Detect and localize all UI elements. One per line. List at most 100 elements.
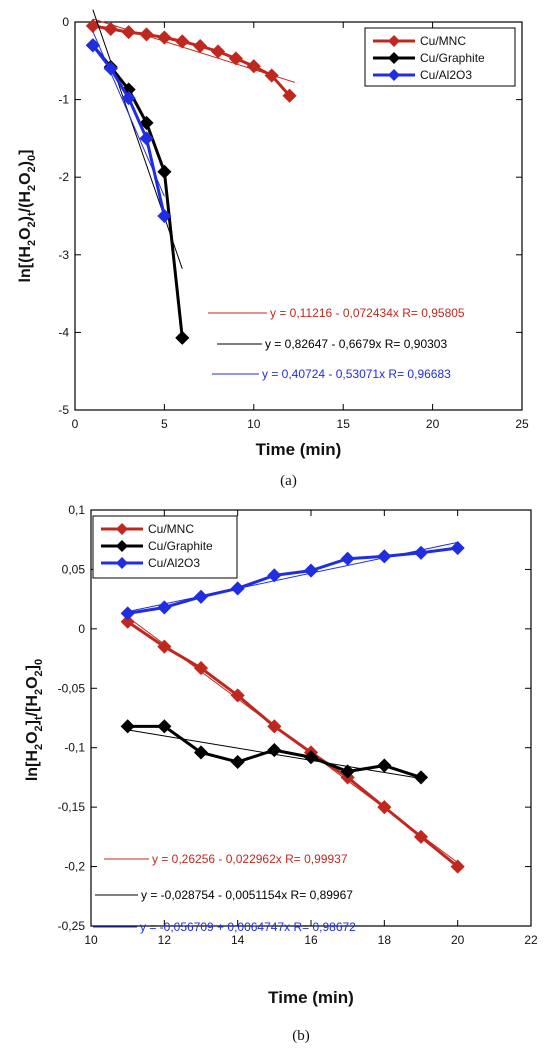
x-tick-label: 5 <box>161 417 168 431</box>
data-point <box>139 115 154 130</box>
data-point <box>246 59 261 74</box>
legend-entry: Cu/Graphite <box>420 51 485 65</box>
data-point <box>267 719 282 734</box>
legend-entry: Cu/Graphite <box>148 539 213 553</box>
series-line <box>126 620 459 868</box>
x-tick-label: 15 <box>337 417 351 431</box>
series-cu-al2o3: y = -0,056709 + 0,0064747x R= 0,98672 <box>93 540 465 934</box>
y-tick-label: -0,15 <box>58 800 86 814</box>
y-tick-label: -0,2 <box>64 860 85 874</box>
x-axis-label: Time (min) <box>256 440 342 459</box>
data-point <box>413 829 429 844</box>
legend-marker <box>116 540 128 552</box>
y-tick-label: 0 <box>78 622 85 636</box>
x-tick-label: 22 <box>524 933 538 947</box>
x-tick-label: 20 <box>451 933 465 947</box>
data-point <box>228 51 243 66</box>
data-point <box>157 208 172 224</box>
data-point <box>413 770 429 785</box>
series-line <box>91 44 184 338</box>
y-tick-label: -1 <box>58 93 69 107</box>
chart-panel-a: 0 5 10 15 20 25 0 -1 -2 -3 -4 -5 Time (min) ln[(H2O2)… <box>17 9 529 489</box>
y-tick-label: -5 <box>58 403 69 417</box>
data-point <box>303 563 319 578</box>
x-tick-label: 10 <box>84 933 98 947</box>
legend: Cu/MNC Cu/Graphite Cu/Al2O3 <box>92 515 238 579</box>
data-point <box>264 68 279 83</box>
y-tick-label: -0,05 <box>58 681 86 695</box>
legend-marker <box>116 523 128 535</box>
y-tick-label: 0,05 <box>62 562 86 576</box>
legend-entry: Cu/Al2O3 <box>420 68 472 82</box>
x-tick-label: 20 <box>426 417 440 431</box>
x-tick-label: 12 <box>158 933 172 947</box>
plot-frame <box>74 21 523 411</box>
fit-equation-label: y = -0,028754 - 0,0051154x R= 0,89967 <box>141 888 353 902</box>
legend-entry: Cu/Al2O3 <box>148 556 200 570</box>
y-tick-label: 0 <box>62 15 69 29</box>
data-point <box>85 18 100 33</box>
data-point <box>121 90 136 106</box>
data-point <box>303 750 319 765</box>
data-point <box>267 568 282 583</box>
fit-equation-label: y = -0,056709 + 0,0064747x R= 0,98672 <box>140 920 356 934</box>
data-point <box>450 859 465 874</box>
x-tick-label: 14 <box>231 933 245 947</box>
data-point <box>157 600 172 615</box>
data-point <box>157 164 172 179</box>
data-point <box>157 30 172 45</box>
data-point <box>139 27 154 42</box>
data-point <box>157 719 172 734</box>
y-tick-label: 0,1 <box>68 503 85 517</box>
data-point <box>340 764 355 779</box>
y-axis-label: ln[H2O2]t/[H2O2]0 <box>24 659 45 781</box>
data-point <box>121 25 136 40</box>
x-tick-label: 25 <box>515 417 529 431</box>
legend-entry: Cu/MNC <box>148 522 194 536</box>
x-tick-label: 0 <box>72 417 79 431</box>
legend-marker <box>388 69 400 81</box>
data-point <box>230 581 245 596</box>
data-point <box>193 661 209 676</box>
y-tick-label: -2 <box>58 170 69 184</box>
data-point <box>282 88 297 103</box>
y-tick-label: -0,25 <box>58 919 86 933</box>
x-tick-label: 10 <box>247 417 261 431</box>
data-point <box>175 34 190 49</box>
series-cu-al2o3: y = 0,40724 - 0,53071x R= 0,96683 <box>85 31 451 381</box>
legend-marker <box>388 35 400 47</box>
data-point <box>450 540 465 556</box>
series-cu-graphite: y = -0,028754 - 0,0051154x R= 0,89967 <box>95 719 429 902</box>
data-point <box>377 758 392 773</box>
y-tick-label: -3 <box>58 248 69 262</box>
data-point <box>340 551 355 566</box>
data-point <box>377 549 392 564</box>
fit-equation-label: y = 0,40724 - 0,53071x R= 0,96683 <box>262 367 451 381</box>
x-axis-label: Time (min) <box>268 988 354 1007</box>
x-tick-label: 16 <box>304 933 318 947</box>
fit-equation-label: y = 0,26256 - 0,022962x R= 0,99937 <box>152 852 348 866</box>
series-cu-graphite: y = 0,82647 - 0,6679x R= 0,90303 <box>85 9 447 351</box>
legend-marker <box>116 557 128 569</box>
data-point <box>413 545 429 560</box>
data-point <box>377 800 392 815</box>
data-point <box>267 743 282 758</box>
data-point <box>120 614 135 629</box>
y-tick-label: -0,1 <box>64 741 85 755</box>
data-point <box>193 589 209 604</box>
legend-marker <box>388 52 400 64</box>
y-tick-label: -4 <box>58 325 69 339</box>
x-tick-label: 18 <box>378 933 392 947</box>
legend: Cu/MNC Cu/Graphite Cu/Al2O3 <box>364 27 516 87</box>
data-point <box>85 38 100 53</box>
y-axis-label: ln[(H2O2)t/(H2O2)0] <box>17 150 38 283</box>
series-cu-mnc: y = 0,11216 - 0,072434x R= 0,95805 <box>85 18 465 320</box>
data-point <box>120 719 135 734</box>
data-point <box>120 606 135 621</box>
data-point <box>175 330 190 345</box>
chart-panel-b: 10 12 14 16 18 20 22 0,1 0,05 0 -0,05 -0,1 -0,15 -0,2… <box>24 503 538 1044</box>
data-point <box>230 754 245 770</box>
data-point <box>230 688 245 703</box>
series-cu-mnc: y = 0,26256 - 0,022962x R= 0,99937 <box>104 614 465 874</box>
